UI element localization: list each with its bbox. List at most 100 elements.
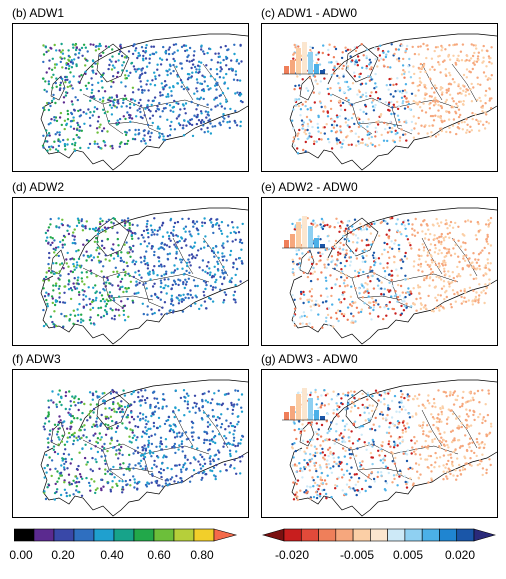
station-dot <box>427 228 430 231</box>
country-border <box>357 295 403 301</box>
station-dot <box>209 75 213 78</box>
station-dot <box>145 83 148 86</box>
station-dot <box>190 253 194 256</box>
station-dot <box>442 280 446 283</box>
station-dot <box>484 89 488 93</box>
station-dot <box>293 442 296 445</box>
station-dot <box>413 127 416 130</box>
station-dot <box>129 484 132 487</box>
station-dot <box>316 122 319 126</box>
station-dot <box>181 466 185 469</box>
station-dot <box>426 251 430 254</box>
station-dot <box>70 433 74 437</box>
station-dot <box>147 99 150 102</box>
station-dot <box>149 404 152 408</box>
station-dot <box>77 56 80 59</box>
station-dot <box>83 424 86 427</box>
station-dot <box>199 96 203 99</box>
station-dot <box>142 283 145 286</box>
station-dot <box>296 134 299 137</box>
station-dot <box>115 106 119 109</box>
station-dot <box>111 446 115 449</box>
station-dot <box>444 219 448 222</box>
station-dot <box>357 135 360 139</box>
station-dot <box>143 257 147 260</box>
map-frame <box>12 23 249 172</box>
station-dot <box>155 426 159 430</box>
station-dot <box>444 466 447 469</box>
station-dot <box>141 88 144 92</box>
station-dot <box>197 436 200 439</box>
station-dot <box>450 456 453 459</box>
station-dot <box>177 283 180 287</box>
station-dot <box>385 482 389 485</box>
station-dot <box>168 429 172 433</box>
station-dot <box>185 438 189 441</box>
station-dot <box>315 496 319 500</box>
station-dot <box>75 467 79 471</box>
station-dot <box>179 258 182 261</box>
station-dot <box>77 397 81 401</box>
station-dot <box>303 458 306 462</box>
station-dot <box>111 48 114 51</box>
station-dot <box>369 265 372 269</box>
station-dot <box>172 85 175 88</box>
station-dot <box>124 274 127 277</box>
station-dot <box>150 245 154 248</box>
station-dot <box>298 262 301 265</box>
station-dot <box>431 279 435 282</box>
station-dot <box>398 469 402 472</box>
station-dot <box>324 394 328 397</box>
station-dot <box>163 454 166 457</box>
station-dot <box>445 130 448 134</box>
station-dot <box>357 311 360 314</box>
station-dot <box>476 221 479 224</box>
station-dot <box>319 259 322 262</box>
station-dot <box>128 478 132 482</box>
station-dot <box>228 442 231 446</box>
station-dot <box>73 277 76 280</box>
station-dot <box>226 121 229 124</box>
station-dot <box>448 231 452 235</box>
station-dot <box>77 123 80 127</box>
station-dot <box>419 45 422 48</box>
station-dot <box>82 305 86 308</box>
station-dot <box>337 298 341 301</box>
station-dot <box>76 308 79 311</box>
station-dot <box>96 240 99 244</box>
station-dot <box>123 319 127 322</box>
station-dot <box>181 217 184 221</box>
station-dot <box>50 68 54 71</box>
station-dot <box>169 128 173 131</box>
station-dot <box>456 457 459 460</box>
station-dot <box>414 217 417 221</box>
station-dot <box>333 45 336 49</box>
station-dot <box>372 306 376 309</box>
station-dot <box>154 293 157 296</box>
histogram-bar <box>320 244 325 248</box>
station-dot <box>311 476 314 479</box>
station-dot <box>69 313 72 316</box>
station-dot <box>198 307 201 311</box>
station-dot <box>420 124 423 127</box>
station-dot <box>134 47 138 50</box>
station-dot <box>156 63 159 66</box>
station-dot <box>65 315 68 318</box>
station-dot <box>70 111 73 115</box>
station-dot <box>111 144 114 148</box>
station-dot <box>190 66 193 70</box>
station-dot <box>71 270 75 274</box>
station-dot <box>402 133 405 136</box>
station-dot <box>142 49 145 53</box>
station-dot <box>79 475 83 478</box>
station-dot <box>477 222 480 226</box>
station-dot <box>325 482 328 486</box>
station-dot <box>153 459 156 463</box>
station-dot <box>339 241 342 245</box>
station-dot <box>185 392 189 395</box>
station-dot <box>159 115 162 118</box>
station-dot <box>450 440 454 444</box>
station-dot <box>431 114 435 118</box>
station-dot <box>335 311 338 315</box>
station-dot <box>116 119 119 122</box>
